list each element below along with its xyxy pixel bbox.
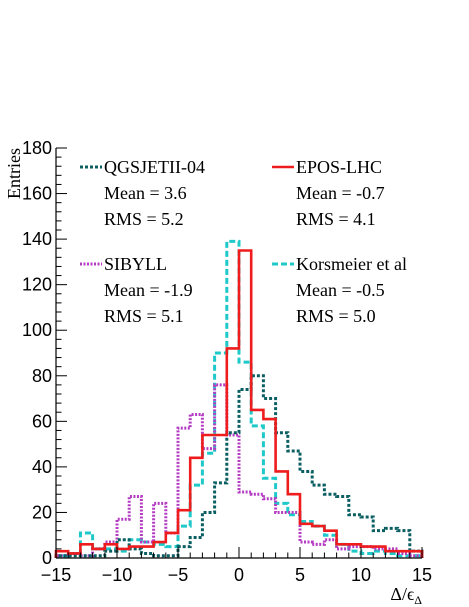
y-tick-label: 100	[22, 320, 52, 340]
y-tick-label: 20	[32, 502, 52, 522]
legend: QGSJETII-04 Mean = 3.6 RMS = 5.2 EPOS-LHC Me…	[80, 157, 407, 326]
x-tick-label: 15	[412, 565, 432, 585]
x-tick-label: 5	[295, 565, 305, 585]
legend-rms-sibyll: RMS = 5.1	[104, 306, 184, 326]
x-tick-label: 0	[234, 565, 244, 585]
y-tick-label: 140	[22, 229, 52, 249]
x-tick-label: −15	[41, 565, 72, 585]
legend-name-korsmeier-et-al: Korsmeier et al	[296, 254, 407, 274]
x-tick-label: 10	[351, 565, 371, 585]
y-tick-label: 80	[32, 366, 52, 386]
x-tick-label: −10	[102, 565, 133, 585]
series-line-qgsjetii-04	[54, 374, 424, 558]
legend-mean-epos-lhc: Mean = -0.7	[296, 183, 385, 203]
legend-mean-qgsjetii-04: Mean = 3.6	[104, 183, 187, 203]
legend-mean-korsmeier-et-al: Mean = -0.5	[296, 280, 385, 300]
y-tick-label: 160	[22, 184, 52, 204]
legend-name-sibyll: SIBYLL	[104, 254, 167, 274]
y-tick-label: 40	[32, 457, 52, 477]
x-tick-label: −5	[168, 565, 189, 585]
y-tick-label: 180	[22, 138, 52, 158]
y-tick-label: 120	[22, 275, 52, 295]
legend-mean-sibyll: Mean = -1.9	[104, 280, 193, 300]
legend-name-qgsjetii-04: QGSJETII-04	[104, 157, 205, 177]
x-axis-label: Δ/ϵΔ	[390, 584, 422, 607]
legend-rms-epos-lhc: RMS = 4.1	[296, 209, 376, 229]
axes-layer: −15 −10 −5 0 5 10 15 0 20 40 60 80 100 120 140 160 180En…	[4, 138, 432, 607]
y-axis-label: Entries	[4, 148, 24, 199]
y-tick-label: 0	[42, 548, 52, 568]
y-tick-label: 60	[32, 411, 52, 431]
legend-rms-qgsjetii-04: RMS = 5.2	[104, 209, 184, 229]
legend-rms-korsmeier-et-al: RMS = 5.0	[296, 306, 376, 326]
legend-name-epos-lhc: EPOS-LHC	[296, 157, 382, 177]
series-line-epos-lhc	[54, 249, 424, 558]
